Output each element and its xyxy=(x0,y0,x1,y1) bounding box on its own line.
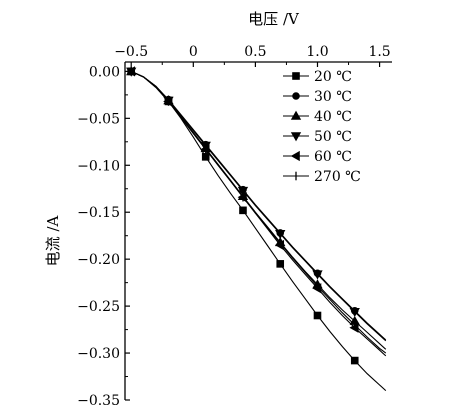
series-line-1 xyxy=(130,70,387,341)
legend-label: 60 ℃ xyxy=(314,149,352,165)
x-tick-label: 0.5 xyxy=(244,44,266,60)
series-0-marker xyxy=(239,206,247,215)
series-3-marker xyxy=(237,186,249,196)
legend-swatch-marker xyxy=(292,72,300,80)
legend-label: 30 ℃ xyxy=(314,89,352,105)
plot-frame xyxy=(124,61,392,400)
x-axis-title: 电压 /V xyxy=(248,10,300,28)
y-tick-label: −0.30 xyxy=(77,346,120,362)
y-tick-label: −0.15 xyxy=(77,205,120,221)
x-tick-label: 0 xyxy=(189,44,198,60)
series-0-marker xyxy=(201,153,210,161)
legend-swatch-marker xyxy=(290,132,302,142)
y-tick-label: −0.20 xyxy=(77,252,120,268)
x-tick-label: −0.5 xyxy=(114,44,148,60)
legend-swatch-marker xyxy=(290,110,302,120)
series-lines xyxy=(130,70,387,392)
series-0-marker xyxy=(313,311,322,320)
legend-label: 20 ℃ xyxy=(314,69,352,85)
y-tick-label: 0.00 xyxy=(89,64,120,80)
x-ticks: −0.5 0 0.5 1.0 1.5 xyxy=(114,44,391,67)
legend-swatch-marker xyxy=(290,150,300,162)
series-0-marker xyxy=(276,260,285,268)
series-3-marker xyxy=(349,307,360,318)
series-line-3 xyxy=(130,70,387,342)
x-tick-label: 1.0 xyxy=(306,44,328,60)
series-0-marker xyxy=(350,356,359,365)
y-tick-label: −0.10 xyxy=(77,158,120,174)
y-tick-label: −0.25 xyxy=(77,299,120,315)
series-3-marker xyxy=(275,230,286,240)
y-tick-label: −0.05 xyxy=(77,111,120,127)
legend-label: 50 ℃ xyxy=(314,129,352,145)
y-tick-label: −0.35 xyxy=(77,393,120,409)
series-line-5 xyxy=(130,70,387,354)
legend-label: 270 ℃ xyxy=(314,169,361,185)
legend: 20 ℃ 30 ℃ 40 ℃ 50 ℃ 60 ℃ 270 ℃ xyxy=(283,69,361,185)
x-tick-label: 1.5 xyxy=(368,44,390,60)
y-ticks: 0.00 −0.05 −0.10 −0.15 −0.20 −0.25 −0.30 −0.35 xyxy=(77,64,130,409)
legend-swatch-marker xyxy=(292,92,300,100)
series-3-marker xyxy=(312,270,323,280)
series-markers xyxy=(125,66,360,365)
legend-label: 40 ℃ xyxy=(314,109,352,125)
y-axis-title: 电流 /A xyxy=(44,216,62,267)
